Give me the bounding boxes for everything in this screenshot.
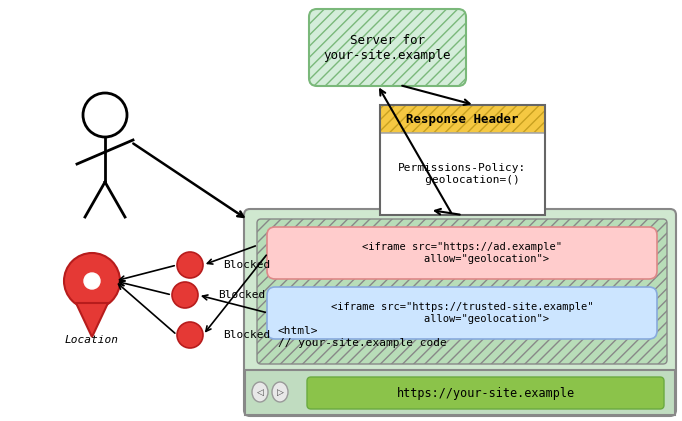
Text: <iframe src="https://trusted-site.example"
        allow="geolocation">: <iframe src="https://trusted-site.exampl… bbox=[331, 302, 593, 324]
FancyBboxPatch shape bbox=[267, 227, 657, 279]
Text: ◁: ◁ bbox=[256, 387, 263, 397]
Bar bbox=[380, 105, 545, 215]
Circle shape bbox=[64, 253, 120, 309]
Text: Blocked: Blocked bbox=[223, 260, 270, 270]
Bar bbox=[380, 105, 545, 133]
Bar bbox=[245, 370, 675, 415]
FancyBboxPatch shape bbox=[244, 209, 676, 416]
Polygon shape bbox=[76, 303, 108, 337]
FancyBboxPatch shape bbox=[257, 219, 667, 364]
Ellipse shape bbox=[252, 382, 268, 402]
FancyBboxPatch shape bbox=[267, 287, 657, 339]
Text: <html>
// your-site.example code: <html> // your-site.example code bbox=[278, 326, 447, 348]
Bar bbox=[380, 133, 545, 215]
Text: Blocked: Blocked bbox=[218, 290, 265, 300]
Text: https://your-site.example: https://your-site.example bbox=[396, 386, 574, 400]
FancyBboxPatch shape bbox=[309, 9, 466, 86]
Text: Blocked: Blocked bbox=[223, 330, 270, 340]
Ellipse shape bbox=[272, 382, 288, 402]
Circle shape bbox=[177, 252, 203, 278]
Circle shape bbox=[172, 282, 198, 308]
FancyBboxPatch shape bbox=[307, 377, 664, 409]
Text: Server for
your-site.example: Server for your-site.example bbox=[324, 34, 451, 61]
Text: Response Header: Response Header bbox=[406, 112, 519, 125]
Text: <iframe src="https://ad.example"
        allow="geolocation">: <iframe src="https://ad.example" allow="… bbox=[362, 242, 562, 264]
Circle shape bbox=[84, 273, 100, 289]
Text: Location: Location bbox=[65, 335, 119, 345]
Circle shape bbox=[177, 322, 203, 348]
Text: ▷: ▷ bbox=[277, 387, 284, 397]
Text: Permissions-Policy:
   geolocation=(): Permissions-Policy: geolocation=() bbox=[398, 163, 527, 185]
